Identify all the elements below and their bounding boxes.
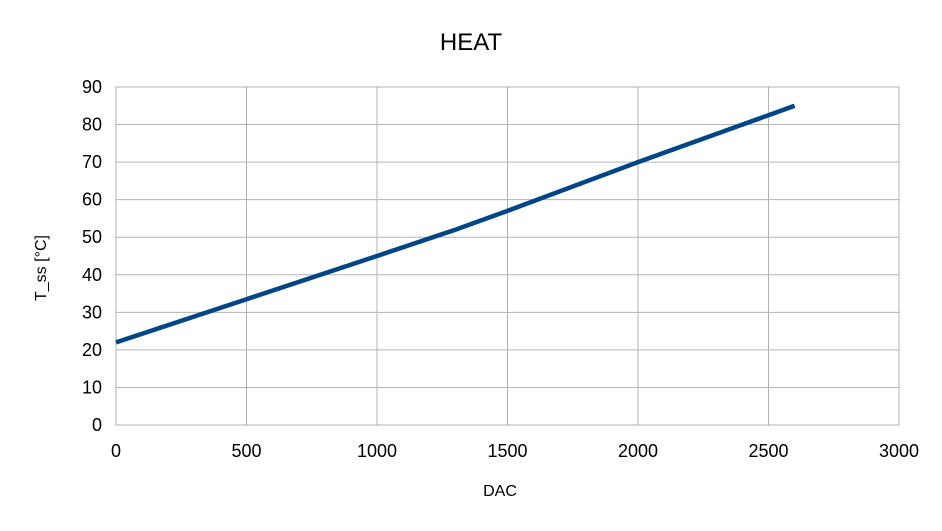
y-tick-label: 30: [82, 302, 102, 322]
y-tick-label: 20: [82, 340, 102, 360]
y-tick-label: 80: [82, 115, 102, 135]
x-axis: 0 500 1000 1500 2000 2500 3000: [111, 441, 919, 461]
x-tick-label: 3000: [879, 441, 919, 461]
y-tick-label: 60: [82, 190, 102, 210]
x-tick-label: 2500: [748, 441, 788, 461]
grid: [115, 86, 900, 426]
series-line-0: [115, 103, 796, 345]
x-tick-label: 1000: [357, 441, 397, 461]
plot-area: [115, 86, 900, 426]
x-axis-label: DAC: [483, 483, 517, 500]
y-axis: 0 10 20 30 40 50 60 70 80 90: [82, 77, 102, 435]
y-axis-label: T_ss [°C]: [33, 235, 50, 301]
x-tick-label: 0: [111, 441, 121, 461]
x-tick-label: 1500: [487, 441, 527, 461]
chart-title: HEAT: [440, 29, 503, 56]
y-tick-label: 0: [92, 415, 102, 435]
x-tick-label: 500: [231, 441, 261, 461]
x-tick-label: 2000: [618, 441, 658, 461]
series-layer: [115, 103, 796, 345]
y-tick-label: 10: [82, 377, 102, 397]
y-tick-label: 40: [82, 265, 102, 285]
y-tick-label: 70: [82, 152, 102, 172]
y-tick-label: 90: [82, 77, 102, 97]
y-tick-label: 50: [82, 227, 102, 247]
